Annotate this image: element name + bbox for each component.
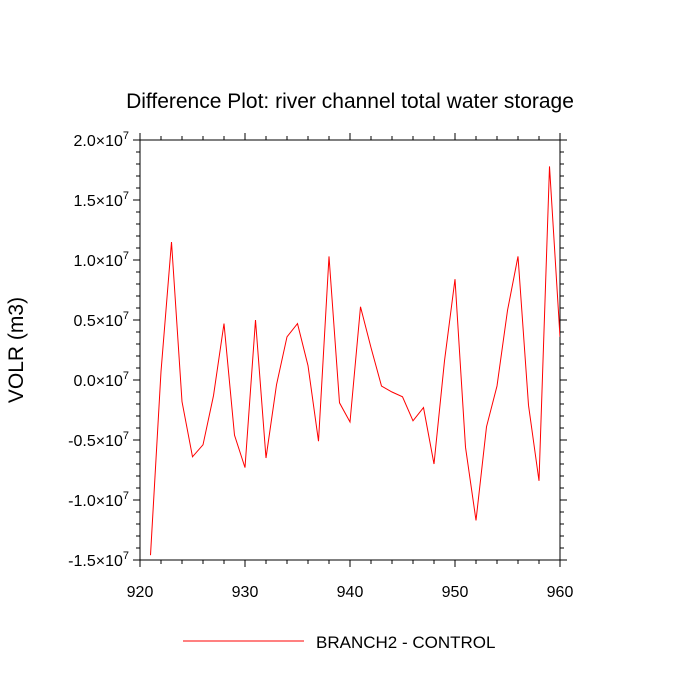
x-tick-label: 930	[232, 584, 259, 601]
x-tick-label: 960	[547, 584, 574, 601]
y-tick-label: 0.0×107	[73, 370, 129, 390]
y-tick-label: 2.0×107	[73, 130, 129, 150]
chart-title: Difference Plot: river channel total wat…	[126, 90, 574, 113]
y-tick-label: 1.0×107	[73, 250, 129, 270]
y-tick-label: 1.5×107	[73, 190, 129, 210]
y-axis-label: VOLR (m3)	[5, 297, 28, 403]
y-tick-label: -1.0×107	[68, 490, 129, 510]
y-tick-label: 0.5×107	[73, 310, 129, 330]
series-line	[150, 166, 560, 556]
y-tick-label: -1.5×107	[68, 550, 129, 570]
plot-frame	[139, 139, 561, 561]
x-tick-label: 950	[442, 584, 469, 601]
x-tick-label: 920	[127, 584, 154, 601]
y-tick-label: -0.5×107	[68, 430, 129, 450]
x-tick-label: 940	[337, 584, 364, 601]
legend-label: BRANCH2 - CONTROL	[316, 633, 495, 652]
